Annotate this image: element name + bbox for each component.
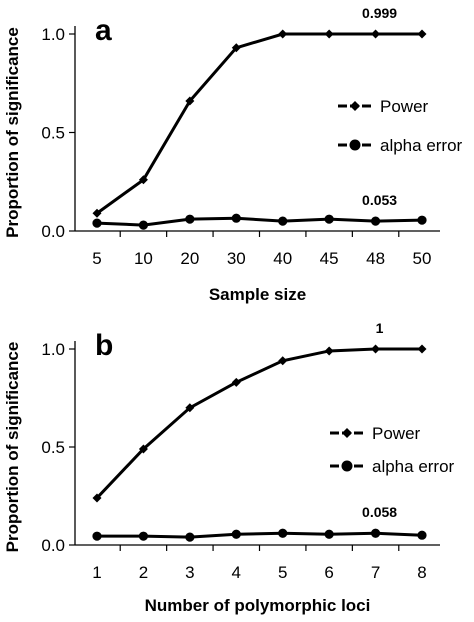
data-point-alpha-error: [370, 528, 381, 538]
legend-label: Power: [380, 97, 429, 116]
x-tick-label: 10: [134, 249, 153, 268]
x-tick-label: 5: [278, 563, 287, 582]
data-point-alpha-error: [417, 215, 427, 225]
data-point-power: [138, 175, 148, 185]
data-point-power: [324, 346, 334, 356]
x-tick-label: 6: [324, 563, 333, 582]
data-point-power: [371, 344, 381, 354]
data-point-alpha-error: [231, 529, 241, 539]
y-axis-title: Proportion of significance: [3, 27, 22, 238]
x-tick-label: 7: [371, 563, 380, 582]
panel-label: a: [95, 14, 112, 47]
series-line-alpha-error: [97, 531, 423, 539]
y-tick-label: 0.0: [41, 536, 65, 555]
x-tick-label: 1: [92, 563, 101, 582]
legend-label: alpha error: [372, 457, 455, 476]
x-tick-label: 30: [227, 249, 246, 268]
y-tick-label: 0.5: [41, 124, 65, 143]
data-point-power: [231, 43, 241, 53]
data-point-power: [417, 29, 427, 39]
data-point-power: [92, 493, 102, 503]
data-point-power: [185, 403, 195, 413]
legend-marker-circle: [349, 139, 361, 151]
series-line-power: [95, 347, 422, 499]
x-tick-label: 2: [139, 563, 148, 582]
data-point-power: [138, 444, 148, 454]
data-point-alpha-error: [138, 220, 149, 230]
data-point-power: [371, 29, 381, 39]
x-tick-label: 45: [320, 249, 339, 268]
data-point-alpha-error: [92, 218, 102, 228]
data-point-alpha-error: [231, 213, 241, 223]
data-point-power: [278, 29, 288, 39]
data-point-alpha-error: [324, 214, 334, 224]
data-point-power: [185, 96, 195, 106]
legend-marker-diamond: [350, 101, 360, 111]
chart-panel-a: 0.0 0.5 1.0 5 10 20 30 40 45 48 50 Sample size Propo…: [3, 5, 463, 304]
legend-marker-diamond: [342, 428, 352, 438]
legend-label: Power: [372, 424, 421, 443]
data-point-power: [231, 377, 241, 387]
data-point-alpha-error: [278, 216, 288, 226]
data-point-alpha-error: [92, 531, 102, 541]
x-tick-label: 20: [180, 249, 199, 268]
series-line-alpha-error: [96, 216, 423, 227]
data-annotation: 0.999: [362, 5, 397, 21]
x-tick-label: 5: [92, 249, 101, 268]
data-point-alpha-error: [370, 216, 381, 226]
data-point-power: [417, 344, 427, 354]
y-tick-label: 1.0: [41, 340, 65, 359]
x-axis-title: Number of polymorphic loci: [145, 596, 371, 615]
y-tick-label: 1.0: [41, 25, 65, 44]
x-tick-label: 8: [417, 563, 426, 582]
data-annotation: 1: [376, 320, 384, 336]
y-tick-label: 0.0: [41, 222, 65, 241]
data-point-alpha-error: [324, 529, 334, 539]
chart-panel-b: 0.0 0.5 1.0 1 2 3 4 5 6 7 8 Number of polymorphic l…: [3, 320, 455, 615]
data-point-power: [92, 208, 102, 218]
panel-label: b: [95, 329, 113, 362]
data-point-alpha-error: [138, 531, 149, 541]
data-annotation: 0.053: [362, 192, 397, 208]
data-point-alpha-error: [278, 528, 288, 538]
data-point-alpha-error: [417, 530, 427, 540]
x-tick-label: 3: [185, 563, 194, 582]
x-tick-label: 48: [366, 249, 385, 268]
x-axis-title: Sample size: [209, 285, 306, 304]
data-point-power: [278, 356, 288, 366]
legend-marker-circle: [341, 460, 353, 472]
data-annotation: 0.058: [362, 504, 397, 520]
data-point-power: [324, 29, 334, 39]
legend-label: alpha error: [380, 136, 463, 155]
y-tick-label: 0.5: [41, 438, 65, 457]
x-tick-label: 40: [273, 249, 292, 268]
x-tick-label: 4: [232, 563, 241, 582]
data-point-alpha-error: [185, 532, 195, 542]
x-tick-label: 50: [413, 249, 432, 268]
y-axis-title: Proportion of significance: [3, 342, 22, 553]
data-point-alpha-error: [185, 214, 195, 224]
series-line-power: [96, 32, 422, 215]
